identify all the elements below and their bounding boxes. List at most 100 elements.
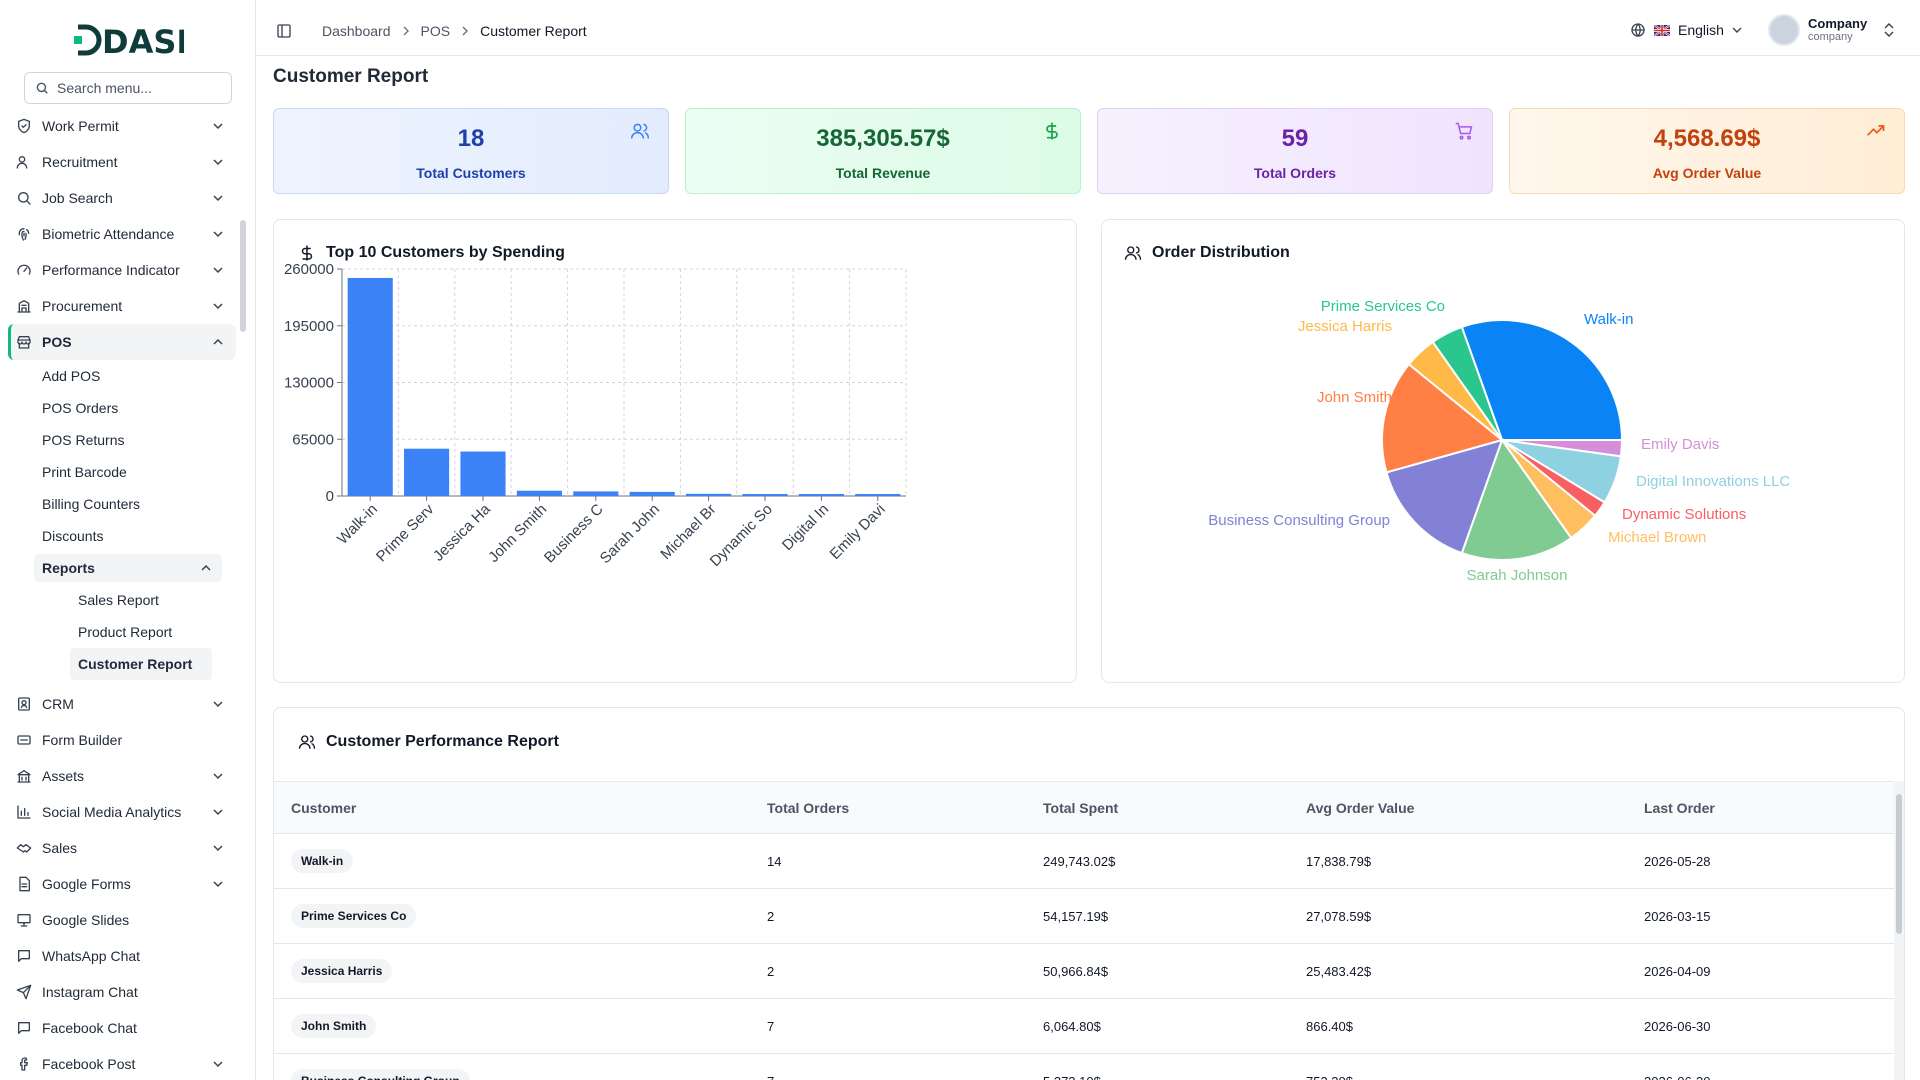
column-header-total-orders[interactable]: Total Orders [767, 781, 1043, 834]
chevron-down-icon[interactable] [212, 806, 224, 818]
sidebar-item-facebook-chat[interactable]: Facebook Chat [8, 1010, 236, 1046]
column-header-avg-order-value[interactable]: Avg Order Value [1306, 781, 1644, 834]
bar-business-c[interactable] [573, 491, 619, 496]
bar-michael-br[interactable] [686, 493, 732, 496]
chevron-down-icon[interactable] [212, 120, 224, 132]
table-header-row: Customer Total Orders Total Spent Avg Or… [274, 781, 1894, 834]
submenu-item-billing-counters[interactable]: Billing Counters [42, 496, 141, 512]
dollar-icon [301, 245, 313, 261]
bar-walk-in[interactable] [347, 277, 393, 496]
submenu-item-product-report[interactable]: Product Report [78, 624, 173, 640]
sidebar-item-google-slides[interactable]: Google Slides [8, 902, 236, 938]
sidebar-item-crm[interactable]: CRM [8, 686, 236, 722]
submenu-item-customer-report[interactable]: Customer Report [70, 648, 212, 680]
submenu-item-add-pos[interactable]: Add POS [42, 368, 101, 384]
x-tick-label: Prime Serv [373, 500, 438, 565]
shield-check-icon [18, 118, 30, 134]
column-header-total-spent[interactable]: Total Spent [1043, 781, 1306, 834]
chevron-down-icon[interactable] [212, 698, 224, 710]
sidebar-item-whatsapp-chat[interactable]: WhatsApp Chat [8, 938, 236, 974]
cell-customer: Jessica Harris [274, 943, 767, 999]
bar-jessica-ha[interactable] [460, 451, 506, 496]
bar-dynamic-so[interactable] [742, 494, 788, 496]
sidebar: DASH Work Permit Recruitment Job Search Bio… [0, 0, 256, 1080]
submenu-item-pos-orders[interactable]: POS Orders [42, 400, 119, 416]
sidebar-item-label: Recruitment [42, 154, 118, 170]
chevron-down-icon[interactable] [212, 878, 224, 890]
chevron-down-icon[interactable] [212, 228, 224, 240]
sidebar-item-procurement[interactable]: Procurement [8, 288, 236, 324]
chevron-up-icon[interactable] [212, 336, 224, 348]
pie-slice-business-consulting-group[interactable] [1385, 438, 1504, 555]
breadcrumb-dashboard[interactable]: Dashboard [322, 23, 391, 39]
chevron-down-icon[interactable] [212, 192, 224, 204]
bar-john-smith[interactable] [516, 490, 562, 496]
sidebar-item-pos[interactable]: POS [8, 324, 236, 360]
table-row[interactable]: Business Consulting Group 7 5,273.10$ 75… [274, 1053, 1894, 1080]
top-bar: Dashboard POS Customer Report English Co… [256, 0, 1920, 56]
chevron-down-icon[interactable] [212, 770, 224, 782]
language-selector[interactable]: English [1630, 22, 1742, 38]
pie-slice-walk-in[interactable] [1460, 319, 1624, 441]
cart-icon [1455, 122, 1473, 140]
sidebar-toggle-icon[interactable] [276, 23, 292, 39]
top-customers-card: Top 10 Customers by Spending 0 65000 13000… [273, 219, 1077, 683]
bar-emily-davi[interactable] [855, 494, 901, 496]
table-row[interactable]: Prime Services Co 2 54,157.19$ 27,078.59… [274, 888, 1894, 944]
table-row[interactable]: Jessica Harris 2 50,966.84$ 25,483.42$ 2… [274, 943, 1894, 999]
chevron-down-icon[interactable] [212, 842, 224, 854]
bar-sarah-john[interactable] [629, 491, 675, 496]
card-title: Top 10 Customers by Spending [298, 244, 565, 262]
pie-slice-sarah-johnson[interactable] [1460, 437, 1573, 561]
sidebar-item-form-builder[interactable]: Form Builder [8, 722, 236, 758]
table-row[interactable]: John Smith 7 6,064.80$ 866.40$ 2026-06-3… [274, 998, 1894, 1054]
submenu-item-discounts[interactable]: Discounts [42, 528, 104, 544]
sidebar-item-label: Facebook Post [42, 1056, 136, 1072]
sidebar-item-facebook-post[interactable]: Facebook Post [8, 1046, 236, 1080]
pie-slice-john-smith[interactable] [1381, 362, 1505, 474]
column-header-last-order[interactable]: Last Order [1644, 781, 1894, 834]
sidebar-item-sales[interactable]: Sales [8, 830, 236, 866]
x-tick-label: Jessica Ha [430, 500, 494, 564]
sidebar-item-recruitment[interactable]: Recruitment [8, 144, 236, 180]
chevron-down-icon[interactable] [212, 156, 224, 168]
search-icon [36, 82, 48, 94]
sidebar-scrollbar[interactable] [240, 220, 246, 332]
sidebar-item-work-permit[interactable]: Work Permit [8, 108, 236, 144]
pie-slice-prime-services-co[interactable] [1431, 325, 1503, 441]
dash-logo[interactable]: DASH [72, 20, 184, 60]
sidebar-item-label: Social Media Analytics [42, 804, 182, 820]
submenu-item-print-barcode[interactable]: Print Barcode [42, 464, 127, 480]
language-label: English [1678, 22, 1724, 38]
sidebar-item-biometric-attendance[interactable]: Biometric Attendance [8, 216, 236, 252]
chevron-down-icon[interactable] [212, 264, 224, 276]
sidebar-item-performance-indicator[interactable]: Performance Indicator [8, 252, 236, 288]
submenu-item-sales-report[interactable]: Sales Report [78, 592, 159, 608]
sidebar-item-job-search[interactable]: Job Search [8, 180, 236, 216]
sidebar-item-social-media-analytics[interactable]: Social Media Analytics [8, 794, 236, 830]
column-header-customer[interactable]: Customer [274, 781, 767, 834]
sidebar-item-assets[interactable]: Assets [8, 758, 236, 794]
submenu-item-reports[interactable]: Reports [34, 554, 222, 582]
sidebar-item-instagram-chat[interactable]: Instagram Chat [8, 974, 236, 1010]
card-title: Customer Performance Report [298, 733, 559, 751]
chevron-down-icon[interactable] [212, 300, 224, 312]
breadcrumb-pos[interactable]: POS [420, 23, 451, 39]
sidebar-item-google-forms[interactable]: Google Forms [8, 866, 236, 902]
table-scrollbar-thumb[interactable] [1896, 794, 1902, 934]
user-menu[interactable]: Company company [1768, 14, 1895, 46]
search-input[interactable] [57, 80, 217, 96]
submenu-item-pos-returns[interactable]: POS Returns [42, 432, 125, 448]
pie-label-business-consulting-group: Business Consulting Group [1208, 512, 1390, 529]
bar-prime-serv[interactable] [404, 448, 450, 496]
bar-digital-in[interactable] [798, 494, 844, 496]
cell-total-spent: 249,743.02$ [1043, 833, 1306, 889]
table-row[interactable]: Walk-in 14 249,743.02$ 17,838.79$ 2026-0… [274, 833, 1894, 889]
stat-card-avg-order-value: 4,568.69$ Avg Order Value [1509, 108, 1905, 194]
pie-label-john-smith: John Smith [1317, 389, 1392, 406]
cell-avg-order-value: 753.30$ [1306, 1053, 1644, 1080]
chevron-up-icon[interactable] [200, 562, 212, 574]
pie-label-walk-in: Walk-in [1584, 311, 1633, 328]
chevron-down-icon[interactable] [212, 1058, 224, 1070]
order-distribution-card: Order Distribution Walk-in Emily Davis Dig… [1101, 219, 1905, 683]
